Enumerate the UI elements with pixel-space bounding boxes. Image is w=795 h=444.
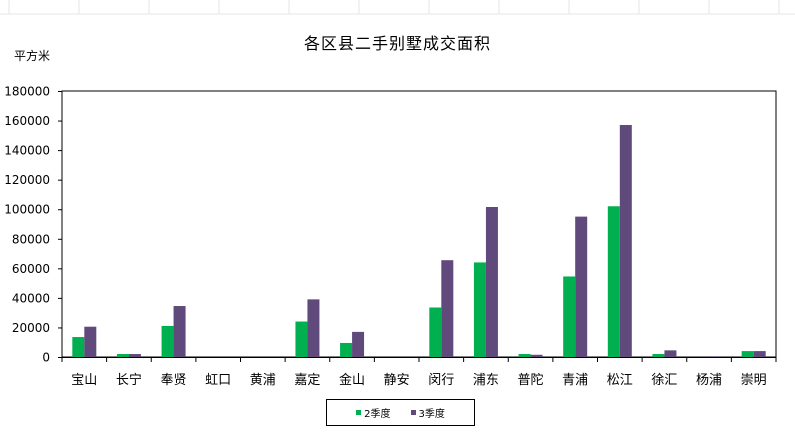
bar-q3	[575, 216, 588, 357]
y-tick-label: 100000	[4, 203, 50, 217]
legend-label-q2: 2季度	[364, 409, 391, 420]
x-tick-label: 崇明	[741, 373, 767, 388]
y-tick-label: 180000	[4, 85, 50, 99]
bar-q2	[429, 307, 442, 357]
bar-q2	[652, 354, 665, 357]
y-tick-label: 0	[42, 351, 50, 365]
bar-q2	[116, 354, 129, 357]
x-tick-label: 普陀	[518, 372, 544, 388]
x-tick-label: 嘉定	[294, 373, 320, 388]
x-tick-label: 静安	[384, 373, 410, 388]
bar-q2	[607, 206, 620, 357]
legend: 2季度 3季度	[326, 399, 475, 426]
x-tick-label: 青浦	[562, 373, 588, 388]
x-tick-label: 长宁	[116, 372, 142, 388]
bar-q3	[619, 124, 632, 357]
bar-q2	[340, 342, 353, 357]
bar-q2	[473, 262, 486, 357]
y-tick-label: 60000	[12, 262, 50, 276]
chart-title: 各区县二手别墅成交面积	[303, 34, 491, 53]
bar-q2	[161, 325, 174, 357]
legend-label-q3: 3季度	[418, 409, 445, 420]
y-tick-label: 140000	[4, 144, 50, 158]
bar-q2	[563, 276, 576, 357]
y-tick-label: 80000	[12, 232, 50, 246]
bar-q3	[709, 356, 722, 357]
plot-area	[61, 90, 777, 358]
y-tick-label: 160000	[4, 114, 50, 128]
bar-q2	[518, 354, 531, 357]
legend-item-q2: 2季度	[356, 405, 391, 420]
bar-q3	[664, 350, 677, 357]
x-tick-label: 虹口	[205, 373, 231, 388]
x-tick-label: 金山	[339, 372, 365, 388]
x-tick-label: 黄浦	[250, 373, 276, 388]
bar-q3	[84, 326, 97, 357]
legend-item-q3: 3季度	[410, 405, 445, 420]
bar-q3	[173, 306, 186, 357]
bar-q3	[128, 354, 141, 357]
y-tick-label: 40000	[12, 291, 50, 305]
bar-q2	[295, 321, 308, 357]
bar-q2	[72, 337, 85, 357]
legend-swatch-q3	[410, 410, 416, 415]
y-tick-label: 120000	[4, 173, 50, 187]
bar-q2	[741, 351, 754, 357]
y-tick-label: 20000	[12, 321, 50, 335]
x-tick-label: 闵行	[428, 373, 454, 388]
x-tick-label: 松江	[607, 373, 633, 388]
x-tick-label: 奉贤	[161, 373, 187, 388]
bar-q3	[441, 260, 454, 357]
x-tick-label: 宝山	[71, 373, 97, 388]
x-tick-label: 徐汇	[651, 373, 677, 388]
x-tick-label: 杨浦	[696, 373, 722, 388]
bar-q3	[352, 331, 365, 357]
legend-swatch-q2	[356, 410, 362, 415]
bar-q3	[307, 299, 320, 357]
y-axis-unit-label: 平方米	[14, 49, 51, 63]
bar-q3	[753, 351, 766, 357]
bar-q3	[485, 207, 498, 357]
x-tick-label: 浦东	[473, 373, 499, 388]
bar-q3	[530, 354, 543, 357]
